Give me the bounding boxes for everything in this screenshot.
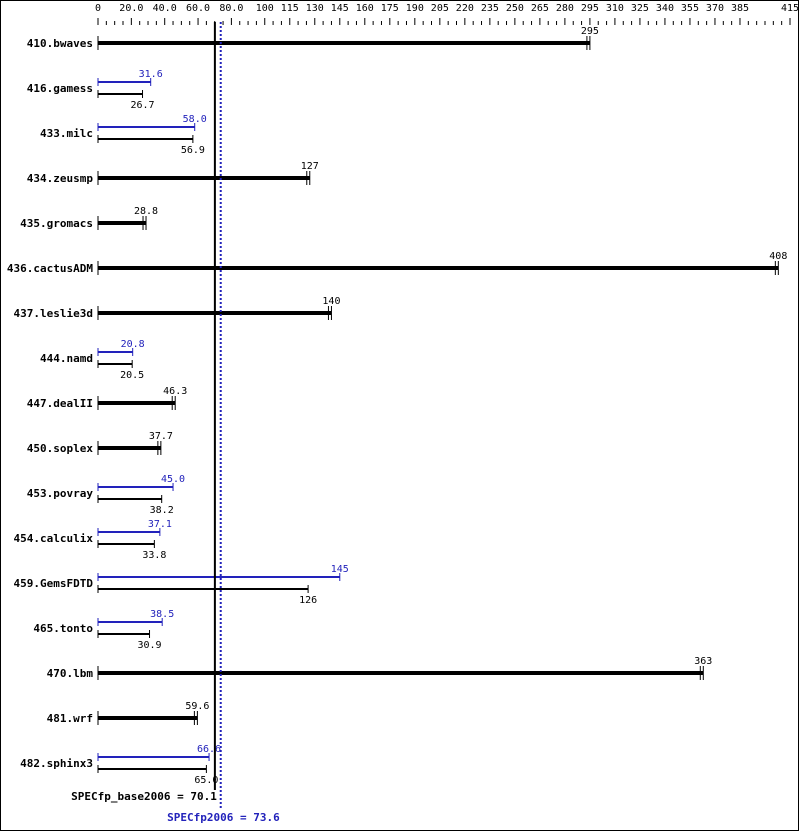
tick-label: 205 — [431, 3, 449, 14]
tick-label: 220 — [456, 3, 474, 14]
tick-label: 60.0 — [186, 3, 210, 14]
value-label-peak: 37.1 — [148, 519, 172, 530]
tick-label: 0 — [95, 3, 101, 14]
value-label-base: 65.0 — [194, 775, 218, 786]
tick-label: 100 — [256, 3, 274, 14]
tick-label: 130 — [306, 3, 324, 14]
tick-label: 355 — [681, 3, 699, 14]
value-label-base: 37.7 — [149, 431, 173, 442]
tick-label: 340 — [656, 3, 674, 14]
benchmark-label: 482.sphinx3 — [20, 757, 93, 770]
value-label-base: 140 — [322, 296, 340, 307]
value-label-base: 59.6 — [185, 701, 209, 712]
benchmark-label: 434.zeusmp — [27, 172, 94, 185]
value-label-peak: 31.6 — [139, 69, 163, 80]
tick-label: 415 — [781, 3, 799, 14]
value-label-base: 26.7 — [130, 100, 154, 111]
value-label-base: 30.9 — [137, 640, 161, 651]
tick-label: 385 — [731, 3, 749, 14]
value-label-base: 56.9 — [181, 145, 205, 156]
benchmark-label: 436.cactusADM — [7, 262, 93, 275]
tick-label: 295 — [581, 3, 599, 14]
tick-label: 175 — [381, 3, 399, 14]
tick-label: 235 — [481, 3, 499, 14]
tick-label: 145 — [331, 3, 349, 14]
value-label-peak: 38.5 — [150, 609, 174, 620]
tick-label: 265 — [531, 3, 549, 14]
value-label-base: 20.5 — [120, 370, 144, 381]
value-label-base: 38.2 — [150, 505, 174, 516]
benchmark-label: 444.namd — [40, 352, 93, 365]
value-label-base: 33.8 — [142, 550, 166, 561]
tick-label: 310 — [606, 3, 624, 14]
value-label-base: 126 — [299, 595, 317, 606]
benchmark-label: 433.milc — [40, 127, 93, 140]
benchmark-label: 410.bwaves — [27, 37, 93, 50]
tick-label: 280 — [556, 3, 574, 14]
value-label-base: 363 — [694, 656, 712, 667]
benchmark-label: 481.wrf — [47, 712, 93, 725]
benchmark-label: 437.leslie3d — [14, 307, 93, 320]
value-label-base: 28.8 — [134, 206, 158, 217]
tick-label: 80.0 — [219, 3, 243, 14]
value-label-peak: 58.0 — [183, 114, 207, 125]
benchmark-label: 465.tonto — [33, 622, 93, 635]
value-label-base: 46.3 — [163, 386, 187, 397]
value-label-base: 127 — [301, 161, 319, 172]
base-summary-label: SPECfp_base2006 = 70.1 — [71, 790, 217, 803]
benchmark-label: 447.dealII — [27, 397, 93, 410]
value-label-base: 295 — [581, 26, 599, 37]
peak-summary-label: SPECfp2006 = 73.6 — [167, 811, 280, 824]
tick-label: 115 — [281, 3, 299, 14]
benchmark-label: 435.gromacs — [20, 217, 93, 230]
tick-label: 370 — [706, 3, 724, 14]
value-label-peak: 20.8 — [121, 339, 145, 350]
benchmark-label: 459.GemsFDTD — [14, 577, 94, 590]
benchmark-label: 454.calculix — [14, 532, 94, 545]
value-label-peak: 145 — [331, 564, 349, 575]
tick-label: 20.0 — [119, 3, 143, 14]
benchmark-label: 453.povray — [27, 487, 94, 500]
tick-label: 190 — [406, 3, 424, 14]
tick-label: 40.0 — [153, 3, 177, 14]
tick-label: 160 — [356, 3, 374, 14]
tick-label: 325 — [631, 3, 649, 14]
benchmark-label: 450.soplex — [27, 442, 94, 455]
benchmark-label: 416.gamess — [27, 82, 93, 95]
value-label-peak: 45.0 — [161, 474, 185, 485]
value-label-peak: 66.6 — [197, 744, 221, 755]
value-label-base: 408 — [769, 251, 787, 262]
tick-label: 250 — [506, 3, 524, 14]
benchmark-label: 470.lbm — [47, 667, 94, 680]
